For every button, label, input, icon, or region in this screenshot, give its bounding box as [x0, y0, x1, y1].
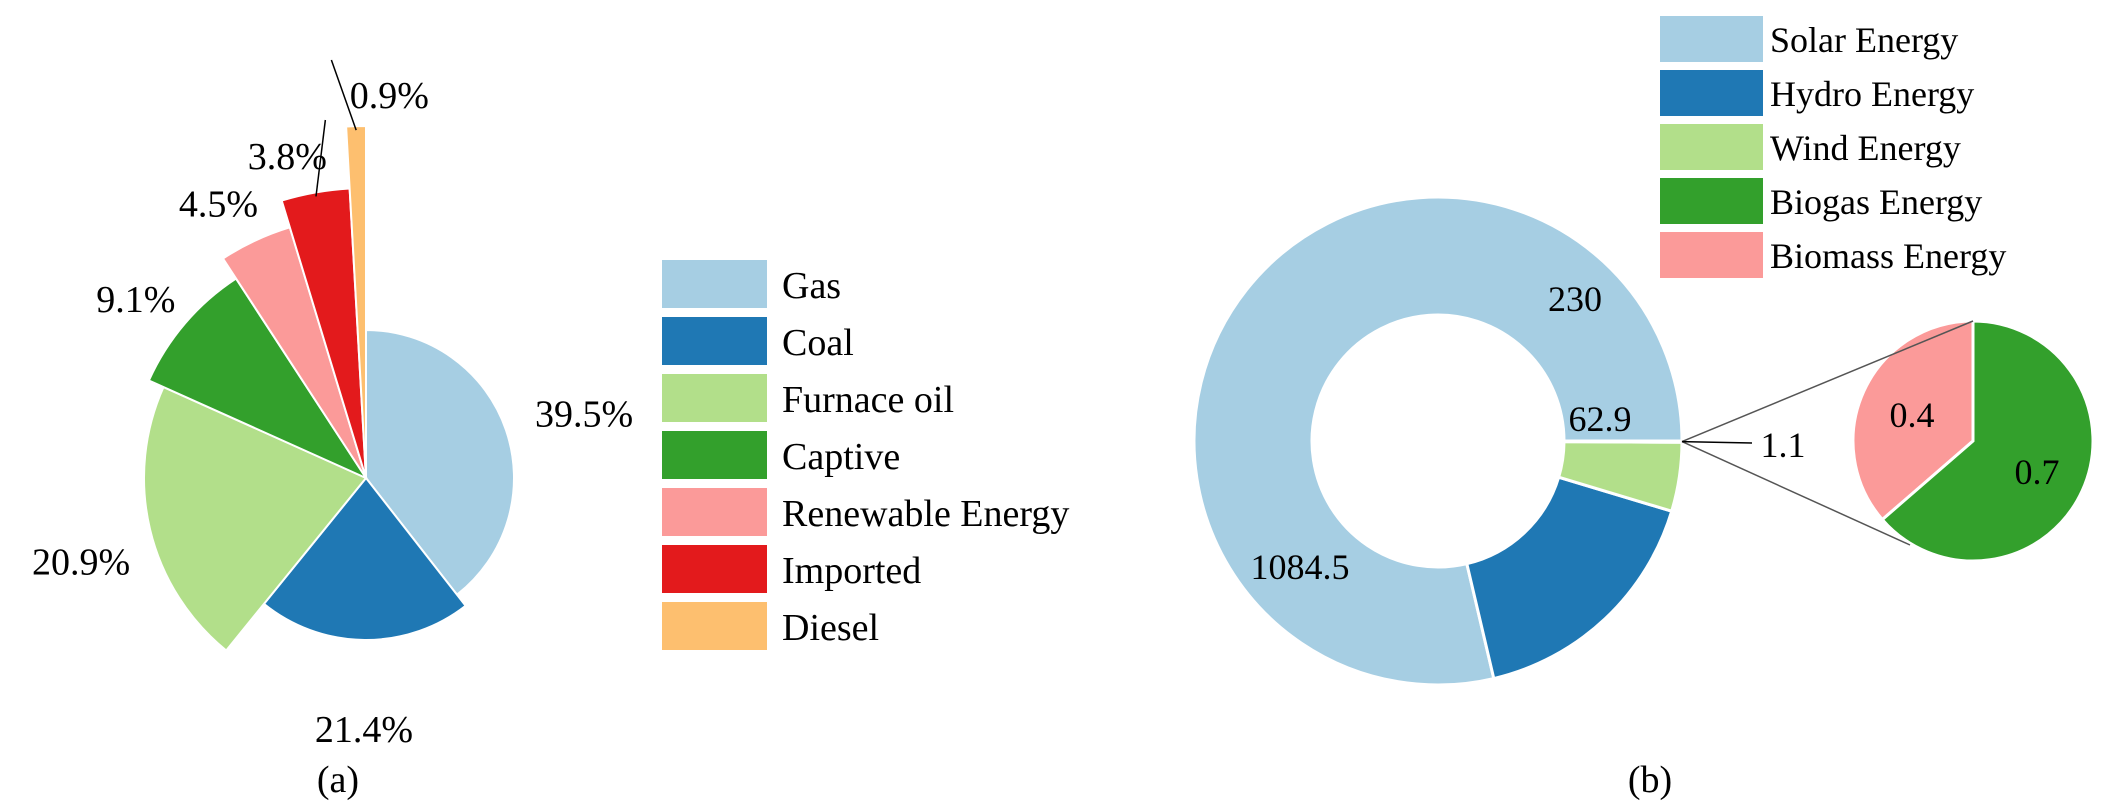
breakout-label-biogas: 0.7 — [2015, 452, 2060, 492]
panel-b-donut-chart: 1084.5 230 62.9 0.4 0.7 1.1 — [1192, 195, 2095, 687]
donut-segment-hydro — [1465, 475, 1674, 681]
legend-swatch-solar-energy — [1660, 16, 1763, 62]
slice-coal — [262, 476, 468, 641]
donut-segment-biogas-biomass — [1562, 439, 1684, 444]
legend-swatch-renewable-energy — [662, 488, 767, 536]
legend-label-renewable-energy: Renewable Energy — [782, 493, 1069, 535]
breakout-slice-biomass — [1851, 319, 1975, 522]
legend-label-imported: Imported — [782, 550, 921, 592]
breakout-connector-top — [1681, 320, 1974, 443]
legend-label-captive: Captive — [782, 436, 900, 478]
breakout-connector-bottom — [1681, 440, 1911, 546]
small-segment-leader-line — [1681, 440, 1753, 444]
leader-line-imported — [315, 119, 327, 197]
legend-swatch-biomass-energy — [1660, 232, 1763, 278]
panel-a-caption: (a) — [317, 759, 359, 801]
slice-gas — [365, 328, 515, 597]
legend-swatch-hydro-energy — [1660, 70, 1763, 116]
legend-swatch-wind-energy — [1660, 124, 1763, 170]
legend-label-wind-energy: Wind Energy — [1770, 128, 1961, 168]
legend-swatch-imported — [662, 545, 767, 593]
legend-label-coal: Coal — [782, 322, 854, 364]
legend-swatch-diesel — [662, 602, 767, 650]
donut-segment-solar — [1192, 195, 1684, 687]
panel-b-caption: (b) — [1628, 759, 1672, 801]
value-label-gas: 39.5% — [535, 393, 633, 435]
legend-label-gas: Gas — [782, 265, 841, 307]
value-label-diesel: 0.9% — [350, 75, 429, 117]
value-label-captive: 9.1% — [96, 279, 175, 321]
donut-label-solar: 1084.5 — [1251, 547, 1350, 587]
breakout-label-biomass: 0.4 — [1890, 395, 1935, 435]
slice-captive — [147, 277, 369, 481]
legend-label-biomass-energy: Biomass Energy — [1770, 236, 2006, 276]
panel-a-legend: Gas Coal Furnace oil Captive Renewable Energ… — [662, 260, 1069, 650]
value-label-furnace-oil: 20.9% — [32, 542, 130, 584]
panel-b-legend: Solar Energy Hydro Energy Wind Energy Bioga… — [1660, 16, 2006, 278]
legend-swatch-captive — [662, 431, 767, 479]
slice-furnace-oil — [143, 385, 368, 652]
value-label-renewable-energy: 4.5% — [179, 183, 258, 225]
legend-label-biogas-energy: Biogas Energy — [1770, 182, 1982, 222]
legend-swatch-coal — [662, 317, 767, 365]
legend-label-furnace-oil: Furnace oil — [782, 379, 954, 421]
legend-label-solar-energy: Solar Energy — [1770, 20, 1958, 60]
panel-a-rose-chart: 39.5% 21.4% 20.9% 9.1% 4.5% 3.8% 0.9% — [32, 59, 633, 751]
slice-diesel — [345, 124, 367, 479]
breakout-slice-biogas — [1880, 319, 2095, 563]
donut-label-hydro: 230 — [1548, 279, 1602, 319]
legend-label-hydro-energy: Hydro Energy — [1770, 74, 1974, 114]
legend-swatch-biogas-energy — [1660, 178, 1763, 224]
value-label-imported: 3.8% — [248, 136, 327, 178]
legend-swatch-furnace-oil — [662, 374, 767, 422]
legend-label-diesel: Diesel — [782, 607, 879, 649]
donut-label-biogas-biomass: 1.1 — [1761, 425, 1806, 465]
donut-label-wind: 62.9 — [1569, 399, 1632, 439]
legend-swatch-gas — [662, 260, 767, 308]
leader-line-diesel — [330, 59, 357, 131]
value-label-coal: 21.4% — [315, 709, 413, 751]
